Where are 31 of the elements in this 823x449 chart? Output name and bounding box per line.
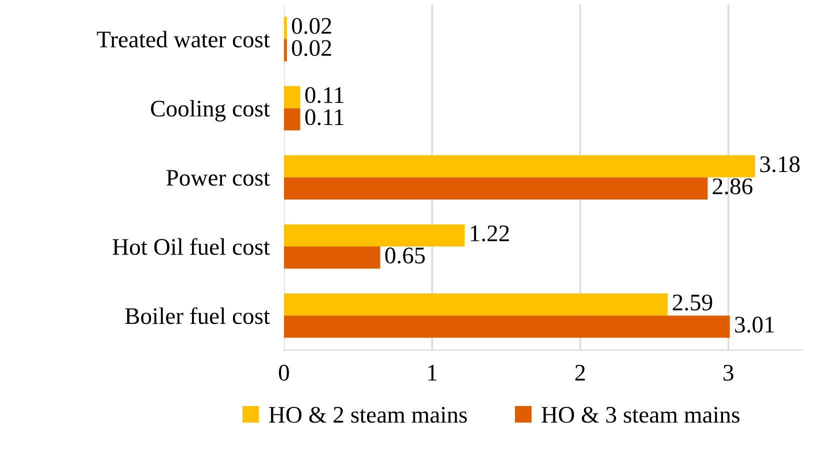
legend-label: HO & 3 steam mains: [542, 406, 740, 423]
x-tick-label: 2: [575, 364, 585, 380]
x-tick-label: 1: [428, 364, 437, 380]
bar: [284, 177, 708, 200]
bar: [284, 39, 287, 62]
y-tick-label: Boiler fuel cost: [125, 307, 270, 324]
data-label: 0.65: [385, 248, 425, 264]
bar: [284, 224, 465, 246]
data-label: 2.86: [712, 178, 752, 194]
x-tick-label: 0: [278, 364, 289, 381]
data-label: 3.18: [760, 156, 800, 172]
bar: [284, 86, 300, 108]
x-tick-label: 3: [724, 364, 734, 381]
bar: [284, 155, 756, 178]
data-label: 0.11: [305, 109, 344, 126]
y-tick-label: Hot Oil fuel cost: [112, 238, 270, 255]
bar: [284, 108, 300, 130]
data-label: 3.01: [735, 316, 774, 333]
data-label: 0.02: [292, 40, 332, 56]
bar: [284, 16, 287, 40]
bar: [284, 294, 668, 316]
data-label: 1.22: [470, 225, 509, 242]
bar: [284, 316, 730, 338]
data-label: 0.02: [292, 18, 332, 34]
data-label: 0.11: [305, 87, 344, 104]
bar: [284, 246, 380, 269]
y-tick-label: Treated water cost: [96, 30, 270, 48]
data-label: 2.59: [672, 294, 712, 311]
legend-label: HO & 2 steam mains: [269, 406, 467, 423]
y-tick-label: Cooling cost: [150, 100, 270, 122]
y-tick-label: Power cost: [166, 170, 270, 186]
